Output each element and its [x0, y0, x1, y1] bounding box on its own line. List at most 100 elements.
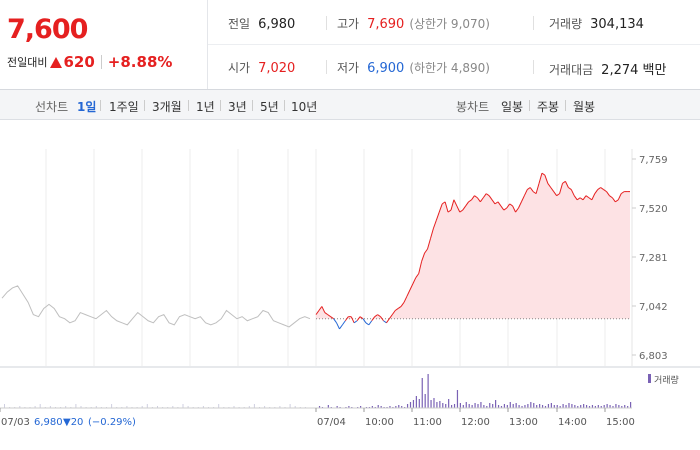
tab-3y[interactable]: 3년: [228, 100, 247, 114]
low-label: 저가: [337, 61, 360, 75]
volume-bar-prev: [80, 406, 82, 408]
volume-cell: 거래량 304,134: [549, 15, 644, 32]
today-line-segment: [512, 205, 517, 213]
volume-bar-prev: [75, 404, 77, 408]
quote-panel: 7,600 전일대비 620 +8.88% 전일 6,980 시가 7,020 …: [0, 0, 700, 90]
volume-bar: [448, 399, 450, 408]
volume-legend-swatch: [648, 374, 651, 383]
current-price: 7,600: [7, 14, 88, 45]
volume-bar: [471, 405, 473, 408]
volume-bar-prev: [141, 406, 143, 408]
divider: [326, 60, 327, 74]
volume-bar: [565, 405, 567, 408]
y-tick-label: 7,759: [639, 155, 668, 166]
tab-1w[interactable]: 1주일: [109, 100, 139, 114]
volume-bar: [600, 406, 602, 408]
open-value: 7,020: [258, 61, 296, 76]
volume-bar: [492, 404, 494, 408]
tab-weekly[interactable]: 주봉: [537, 100, 560, 114]
today-line-segment: [459, 209, 464, 213]
prev-day-line: [1, 285, 311, 328]
today-line-segment: [617, 193, 622, 201]
today-line-segment: [538, 173, 543, 184]
volume-bar: [442, 403, 444, 408]
volume-bar: [406, 404, 409, 408]
tab-5y[interactable]: 5년: [260, 100, 279, 114]
volume-bar: [427, 374, 429, 408]
today-line-segment: [438, 203, 443, 213]
today-line-segment: [465, 201, 470, 207]
today-line-segment: [377, 314, 381, 318]
x-tick-label: 15:00: [606, 417, 635, 428]
candle-chart-label: 봉차트: [456, 100, 490, 114]
volume-bar: [445, 404, 447, 408]
today-line-segment: [359, 316, 364, 320]
volume-bar: [627, 406, 629, 408]
change-percent: +8.88%: [107, 53, 173, 71]
tab-divider: [529, 100, 530, 111]
today-line-segment: [318, 306, 323, 311]
tab-10y[interactable]: 10년: [291, 100, 318, 114]
today-line-segment: [356, 316, 361, 322]
today-line-segment: [342, 320, 346, 326]
volume-bar-prev: [172, 406, 174, 408]
today-line-segment: [527, 187, 531, 190]
lower-limit: (하한가 4,890): [409, 61, 490, 75]
today-line-segment: [603, 189, 607, 193]
tab-daily[interactable]: 일봉: [501, 100, 524, 114]
volume-bar: [521, 406, 523, 408]
today-line-segment: [409, 283, 414, 291]
tab-3m[interactable]: 3개월: [152, 100, 182, 114]
volume-bar: [518, 405, 520, 408]
line-chart-label: 선차트: [35, 100, 69, 114]
today-line-segment: [432, 220, 437, 229]
tab-divider: [100, 100, 101, 111]
tab-1d[interactable]: 1일: [77, 100, 97, 114]
volume-bar-prev: [4, 404, 5, 408]
divider: [533, 60, 534, 74]
today-line-segment: [573, 195, 578, 201]
today-line-segment: [403, 295, 408, 303]
today-line-segment: [462, 205, 467, 211]
today-line-segment: [421, 252, 426, 262]
volume-bar-prev: [253, 404, 255, 408]
today-line-segment: [556, 193, 560, 197]
tab-1y[interactable]: 1년: [196, 100, 215, 114]
volume-bar: [489, 403, 491, 408]
volume-bar: [556, 405, 558, 408]
today-line-segment: [447, 209, 452, 213]
row-divider: [208, 44, 700, 45]
x-tick-label: 14:00: [558, 417, 587, 428]
volume-bar: [594, 406, 596, 408]
today-line-segment: [515, 207, 519, 213]
volume-bar-prev: [233, 406, 235, 408]
today-line-segment: [350, 316, 355, 324]
tab-divider: [284, 100, 285, 111]
volume-label: 거래량: [549, 17, 583, 31]
divider: [533, 16, 534, 30]
volume-bar: [503, 404, 506, 408]
volume-bar: [515, 403, 517, 408]
volume-bar: [630, 402, 632, 408]
today-line-segment: [518, 201, 522, 209]
prev-day-change: ▼20: [63, 417, 83, 428]
volume-bar-prev: [187, 406, 189, 408]
volume-bar: [459, 403, 461, 408]
today-line-segment: [394, 308, 399, 311]
tab-monthly[interactable]: 월봉: [573, 100, 596, 114]
price-box: 7,600 전일대비 620 +8.88%: [0, 0, 208, 89]
volume-bar-prev: [39, 404, 41, 408]
volume-bar-prev: [294, 406, 296, 408]
volume-bar: [483, 405, 485, 408]
volume-bar: [597, 405, 599, 408]
volume-bar: [497, 405, 500, 408]
low-value: 6,900: [367, 61, 405, 76]
today-line-segment: [597, 187, 601, 190]
volume-bar: [606, 404, 608, 408]
volume-bar-prev: [248, 406, 250, 408]
today-line-segment: [547, 183, 552, 188]
volume-bar-prev: [289, 404, 291, 408]
today-line-segment: [476, 197, 481, 203]
volume-bar: [371, 406, 373, 408]
volume-bar-prev: [157, 406, 158, 408]
